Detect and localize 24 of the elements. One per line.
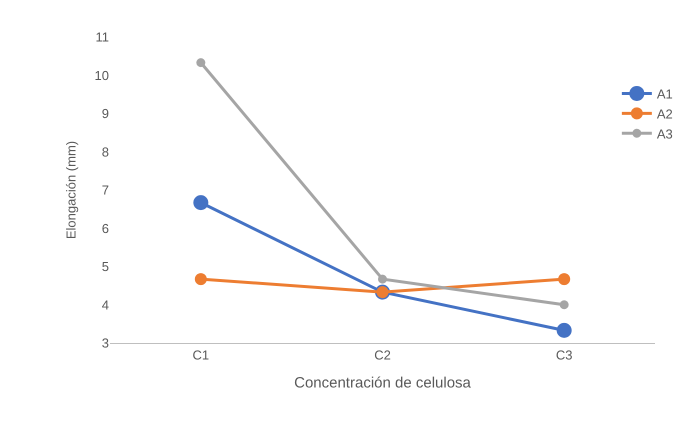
y-tick-label: 3 [102, 336, 109, 351]
point [556, 322, 572, 338]
legend-label: A1 [656, 86, 673, 102]
y-tick-label: 5 [102, 259, 109, 274]
x-tick-label: C2 [374, 348, 391, 363]
y-axis-title: Elongación (mm) [63, 140, 78, 240]
y-tick-label: 7 [102, 182, 109, 198]
point [194, 273, 207, 286]
point [378, 274, 387, 284]
point [193, 195, 208, 210]
point [560, 300, 569, 310]
x-tick-label: C3 [556, 348, 572, 363]
x-axis-title: Concentración de celulosa [294, 374, 472, 392]
y-tick-label: 9 [102, 106, 109, 122]
y-tick-label: 4 [102, 297, 109, 312]
y-tick-label: 8 [102, 144, 109, 160]
y-tick-label: 11 [96, 30, 109, 45]
legend-label: A3 [656, 126, 673, 142]
point [196, 58, 206, 68]
legend-label: A2 [656, 106, 673, 122]
x-tick-label: C1 [192, 348, 210, 363]
point [558, 273, 570, 286]
y-tick-label: 6 [102, 220, 109, 236]
y-tick-label: 10 [94, 68, 109, 83]
